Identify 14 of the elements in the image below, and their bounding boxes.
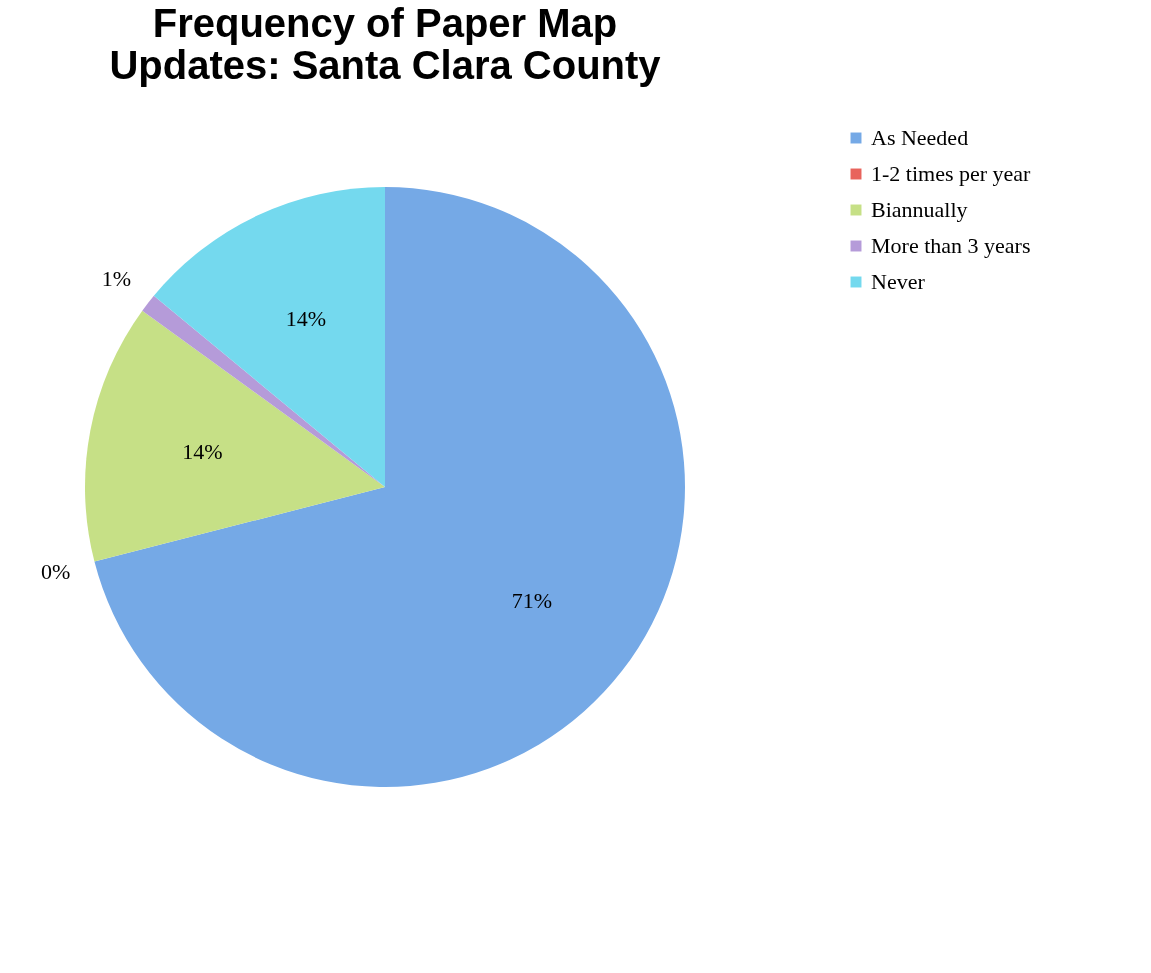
legend-label: 1-2 times per year <box>871 161 1032 186</box>
data-label: 71% <box>511 588 553 613</box>
pie-slice <box>153 187 385 487</box>
data-label: 14% <box>182 439 223 465</box>
legend-label: As Needed <box>871 125 969 150</box>
pie-slice <box>85 310 385 562</box>
legend-label: Never <box>871 269 926 294</box>
legend-label: Biannually <box>871 197 968 222</box>
chart-title: Frequency of Paper Map Updates: Santa Clara County <box>109 1 662 87</box>
data-label: 14% <box>285 305 326 331</box>
text: 0% <box>41 558 71 584</box>
data-label: 1% <box>101 265 132 291</box>
legend-label: More than 3 years <box>871 233 1031 258</box>
pie-slice <box>94 187 685 787</box>
